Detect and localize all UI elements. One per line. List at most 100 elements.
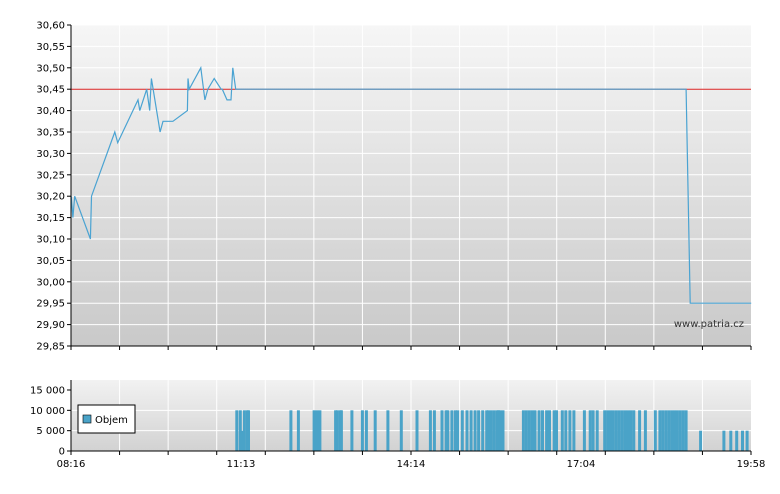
volume-bar — [446, 410, 450, 451]
volume-bar — [444, 410, 448, 451]
volume-bar — [626, 410, 630, 451]
volume-bar — [477, 410, 481, 451]
volume-bar — [315, 410, 319, 451]
volume-bar — [595, 410, 599, 451]
price-y-tick-label: 29,95 — [36, 299, 65, 310]
volume-bar — [632, 410, 636, 451]
volume-bar — [684, 410, 688, 451]
volume-bar — [296, 410, 300, 451]
price-grid — [71, 24, 751, 347]
volume-bar — [432, 410, 436, 451]
x-axis-time-labels: 08:16 11:13 14:14 17:04 19:58 — [57, 451, 766, 470]
price-y-tick-label: 30,30 — [36, 149, 65, 160]
volume-bar — [386, 410, 390, 451]
price-y-tick-label: 30,25 — [36, 170, 65, 181]
volume-bar — [735, 430, 739, 451]
volume-bar — [460, 410, 464, 451]
price-y-tick-label: 30,00 — [36, 277, 65, 288]
x-tick-label: 14:14 — [397, 459, 426, 470]
volume-bar — [350, 410, 354, 451]
volume-bar — [360, 410, 364, 451]
x-tick-label: 08:16 — [57, 459, 86, 470]
legend: Objem — [77, 404, 136, 434]
price-y-tick-label: 30,45 — [36, 85, 65, 96]
x-tick-label: 19:58 — [737, 459, 766, 470]
volume-bar — [545, 410, 549, 451]
volume-bar — [560, 410, 564, 451]
volume-bar — [456, 410, 460, 451]
volume-bar — [658, 410, 662, 451]
volume-bar — [485, 410, 489, 451]
price-y-tick-label: 30,05 — [36, 256, 65, 267]
volume-bar — [496, 410, 500, 451]
volume-bar — [699, 430, 703, 451]
volume-bar — [469, 410, 473, 451]
volume-bar — [399, 410, 403, 451]
volume-bar — [501, 410, 505, 451]
volume-bar — [489, 410, 493, 451]
price-y-tick-label: 30,35 — [36, 128, 65, 139]
volume-bar — [572, 410, 576, 451]
volume-bar — [582, 410, 586, 451]
volume-bar — [541, 410, 544, 451]
volume-bar — [481, 410, 485, 451]
volume-bar — [334, 410, 338, 451]
volume-bar — [606, 410, 610, 451]
volume-bar — [524, 410, 528, 451]
price-y-tick-label: 30,50 — [36, 63, 65, 74]
volume-bar — [673, 410, 676, 451]
volume-bar — [335, 410, 339, 451]
price-x-ticks — [70, 346, 752, 350]
volume-bar — [364, 410, 368, 451]
volume-bar — [247, 410, 250, 451]
price-panel: 30,60 30,55 30,50 30,45 30,40 30,35 30,30 30,25… — [36, 21, 752, 353]
price-y-tick-label: 30,55 — [36, 42, 65, 53]
volume-bar — [312, 410, 316, 451]
volume-y-tick-label: 10 000 — [30, 406, 65, 417]
volume-bar — [620, 410, 624, 451]
volume-bar — [653, 410, 657, 451]
x-tick-label: 11:13 — [227, 459, 256, 470]
volume-bars — [235, 410, 749, 451]
volume-bar — [440, 410, 444, 451]
volume-y-tick-label: 0 — [59, 447, 65, 458]
volume-bar — [487, 410, 490, 451]
volume-bar — [492, 410, 496, 451]
volume-panel: 15 000 10 000 5 000 0 08:16 11:13 14:14 17:04 1… — [30, 380, 765, 470]
volume-bar — [629, 410, 633, 451]
volume-bar — [521, 410, 525, 451]
price-y-tick-label: 30,10 — [36, 235, 65, 246]
volume-bar — [240, 430, 243, 451]
price-y-tick-label: 30,15 — [36, 213, 65, 224]
volume-bar — [681, 410, 685, 451]
volume-bar — [614, 410, 618, 451]
price-y-tick-label: 30,60 — [36, 21, 65, 32]
volume-bar — [588, 410, 592, 451]
volume-bar — [428, 410, 432, 451]
legend-swatch — [82, 414, 92, 424]
volume-bar — [729, 430, 733, 451]
volume-bar — [564, 410, 568, 451]
volume-bar — [609, 410, 612, 451]
volume-bar — [678, 410, 682, 451]
price-y-tick-label: 29,90 — [36, 320, 65, 331]
volume-bar — [498, 410, 502, 451]
volume-bar — [235, 410, 239, 451]
volume-bar — [741, 430, 744, 451]
volume-bar — [450, 410, 454, 451]
volume-bar — [611, 410, 615, 451]
price-y-axis: 30,60 30,55 30,50 30,45 30,40 30,35 30,30 30,25… — [36, 21, 71, 353]
volume-bar — [591, 410, 595, 451]
volume-bar — [548, 410, 551, 451]
volume-bar — [661, 410, 665, 451]
price-y-tick-label: 29,85 — [36, 342, 65, 353]
volume-bar — [533, 410, 537, 451]
price-series-line — [70, 65, 752, 304]
volume-bar — [745, 430, 749, 451]
volume-y-axis: 15 000 10 000 5 000 0 — [30, 386, 71, 458]
volume-y-tick-label: 15 000 — [30, 386, 65, 397]
volume-bar — [339, 410, 343, 451]
price-y-tick-label: 30,40 — [36, 106, 65, 117]
volume-bar — [638, 410, 642, 451]
